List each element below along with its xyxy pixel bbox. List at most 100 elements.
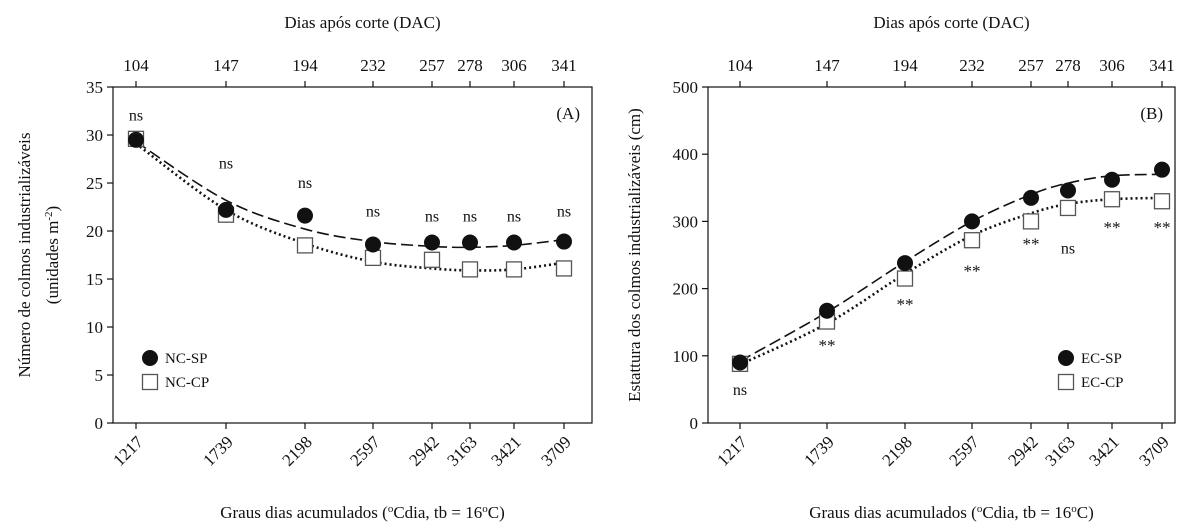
data-point-ec-sp [964, 213, 980, 230]
data-point-nc-sp [365, 236, 381, 253]
data-point-ec-sp [1154, 161, 1170, 178]
data-point-nc-sp [424, 234, 440, 251]
significance-label: ** [1023, 235, 1040, 254]
legend-marker-square [1057, 373, 1075, 391]
data-point-nc-cp [555, 260, 573, 277]
x-axis-title-part: Cdia, tb = 16 [982, 503, 1071, 522]
significance-label: ns [129, 108, 143, 125]
y-tick-label: 0 [690, 414, 699, 433]
x-tick-label: 2198 [278, 432, 315, 469]
legend-label: EC-CP [1081, 375, 1124, 391]
significance-label: ns [298, 175, 312, 192]
significance-label: ** [964, 262, 981, 281]
top-x-tick-label: 341 [1149, 56, 1175, 75]
data-point-ec-cp [1059, 199, 1077, 217]
legend-label: NC-SP [165, 351, 208, 367]
y-tick-label: 200 [673, 280, 699, 299]
panel-b-chart: 0 100 200 300 400 500 1217 104 1739 147 2198 194 259… [625, 13, 1176, 522]
x-tick-label: 2198 [878, 432, 915, 469]
legend-label: NC-CP [165, 375, 209, 391]
data-point-ec-cp [1022, 213, 1040, 230]
x-axis-title-part: Cdia, tb = 16 [393, 503, 482, 522]
top-axis-title: Dias após corte (DAC) [873, 13, 1029, 32]
top-x-tick-label: 257 [1018, 56, 1044, 75]
data-point-nc-cp [461, 261, 479, 278]
fit-curve-nc-cp [135, 142, 565, 272]
x-axis-title-sup: o [388, 503, 394, 515]
plot-frame [707, 86, 1176, 424]
significance-label: ns [733, 382, 747, 399]
y-axis-title: Número de colmos industrializáveis [15, 132, 34, 377]
x-axis-title: Graus dias acumulados (oCdia, tb = 16oC) [220, 503, 505, 522]
significance-label: ns [557, 204, 571, 221]
x-tick-label: 1739 [199, 432, 236, 469]
y-tick-label: 35 [86, 78, 103, 97]
x-tick-label: 1217 [713, 432, 751, 470]
data-point-ec-sp [1023, 189, 1039, 206]
top-x-tick-label: 278 [1055, 56, 1081, 75]
y-axis-title-units-part: ) [43, 206, 62, 212]
top-x-tick-label: 306 [1099, 56, 1125, 75]
legend-marker-square [141, 373, 159, 391]
fit-curve-ec-cp [739, 196, 1163, 366]
top-x-tick-label: 104 [123, 56, 149, 75]
top-x-tick-label: 306 [501, 56, 527, 75]
fit-curve-nc-sp [135, 141, 565, 249]
top-x-tick-label: 341 [551, 56, 577, 75]
data-point-nc-sp [506, 234, 522, 251]
top-x-tick-label: 194 [892, 56, 918, 75]
plot-frame [112, 86, 593, 424]
y-tick-label: 500 [673, 78, 699, 97]
x-axis-title-sup: o [977, 503, 983, 515]
y-tick-label: 0 [95, 414, 104, 433]
significance-label: ns [366, 204, 380, 221]
x-tick-label: 2942 [405, 432, 442, 469]
top-x-tick-label: 147 [213, 56, 239, 75]
top-x-tick-label: 147 [814, 56, 840, 75]
data-point-nc-sp [556, 233, 572, 250]
data-point-nc-cp [505, 261, 523, 278]
significance-label: ns [507, 208, 521, 225]
significance-label: ns [425, 208, 439, 225]
data-point-nc-sp [297, 207, 313, 224]
top-x-tick-label: 194 [292, 56, 318, 75]
data-point-ec-cp [963, 232, 981, 249]
y-axis-title: Estattura dos colmos industrializáveis (… [625, 108, 644, 402]
x-tick-label: 1217 [109, 432, 147, 470]
x-tick-label: 3163 [443, 432, 480, 469]
data-point-nc-cp [296, 237, 314, 254]
y-tick-label: 15 [86, 270, 103, 289]
top-x-tick-label: 278 [457, 56, 483, 75]
top-x-tick-label: 257 [419, 56, 445, 75]
x-tick-label: 3421 [1085, 432, 1122, 469]
x-tick-label: 3163 [1041, 432, 1078, 469]
x-axis-title-part: C) [488, 503, 505, 522]
data-point-nc-sp [128, 131, 144, 148]
data-point-ec-cp [1103, 191, 1121, 208]
data-point-ec-sp [1104, 171, 1120, 188]
x-axis-title-part: Graus dias acumulados ( [809, 503, 977, 522]
data-point-nc-sp [218, 201, 234, 218]
y-axis-title-units-part: (unidades m [43, 221, 62, 305]
x-tick-label: 3709 [1135, 432, 1172, 469]
top-x-tick-label: 104 [727, 56, 753, 75]
y-tick-label: 5 [95, 366, 104, 385]
x-tick-label: 3709 [537, 432, 574, 469]
data-point-nc-cp [423, 251, 441, 268]
y-tick-label: 20 [86, 222, 103, 241]
x-axis-title-sup: o [1071, 503, 1077, 515]
y-tick-label: 25 [86, 174, 103, 193]
x-tick-label: 2597 [346, 432, 384, 470]
y-axis-title-units: (unidades m-2) [43, 206, 62, 304]
panel-label: (A) [556, 104, 580, 123]
x-tick-label: 2942 [1004, 432, 1041, 469]
top-axis-title: Dias após corte (DAC) [284, 13, 440, 32]
top-x-tick-label: 232 [360, 56, 386, 75]
x-axis-title: Graus dias acumulados (oCdia, tb = 16oC) [809, 503, 1094, 522]
significance-label: ** [1154, 218, 1171, 237]
panel-label: (B) [1140, 104, 1163, 123]
x-tick-label: 1739 [800, 432, 837, 469]
significance-label: ns [219, 156, 233, 173]
x-tick-label: 2597 [945, 432, 983, 470]
